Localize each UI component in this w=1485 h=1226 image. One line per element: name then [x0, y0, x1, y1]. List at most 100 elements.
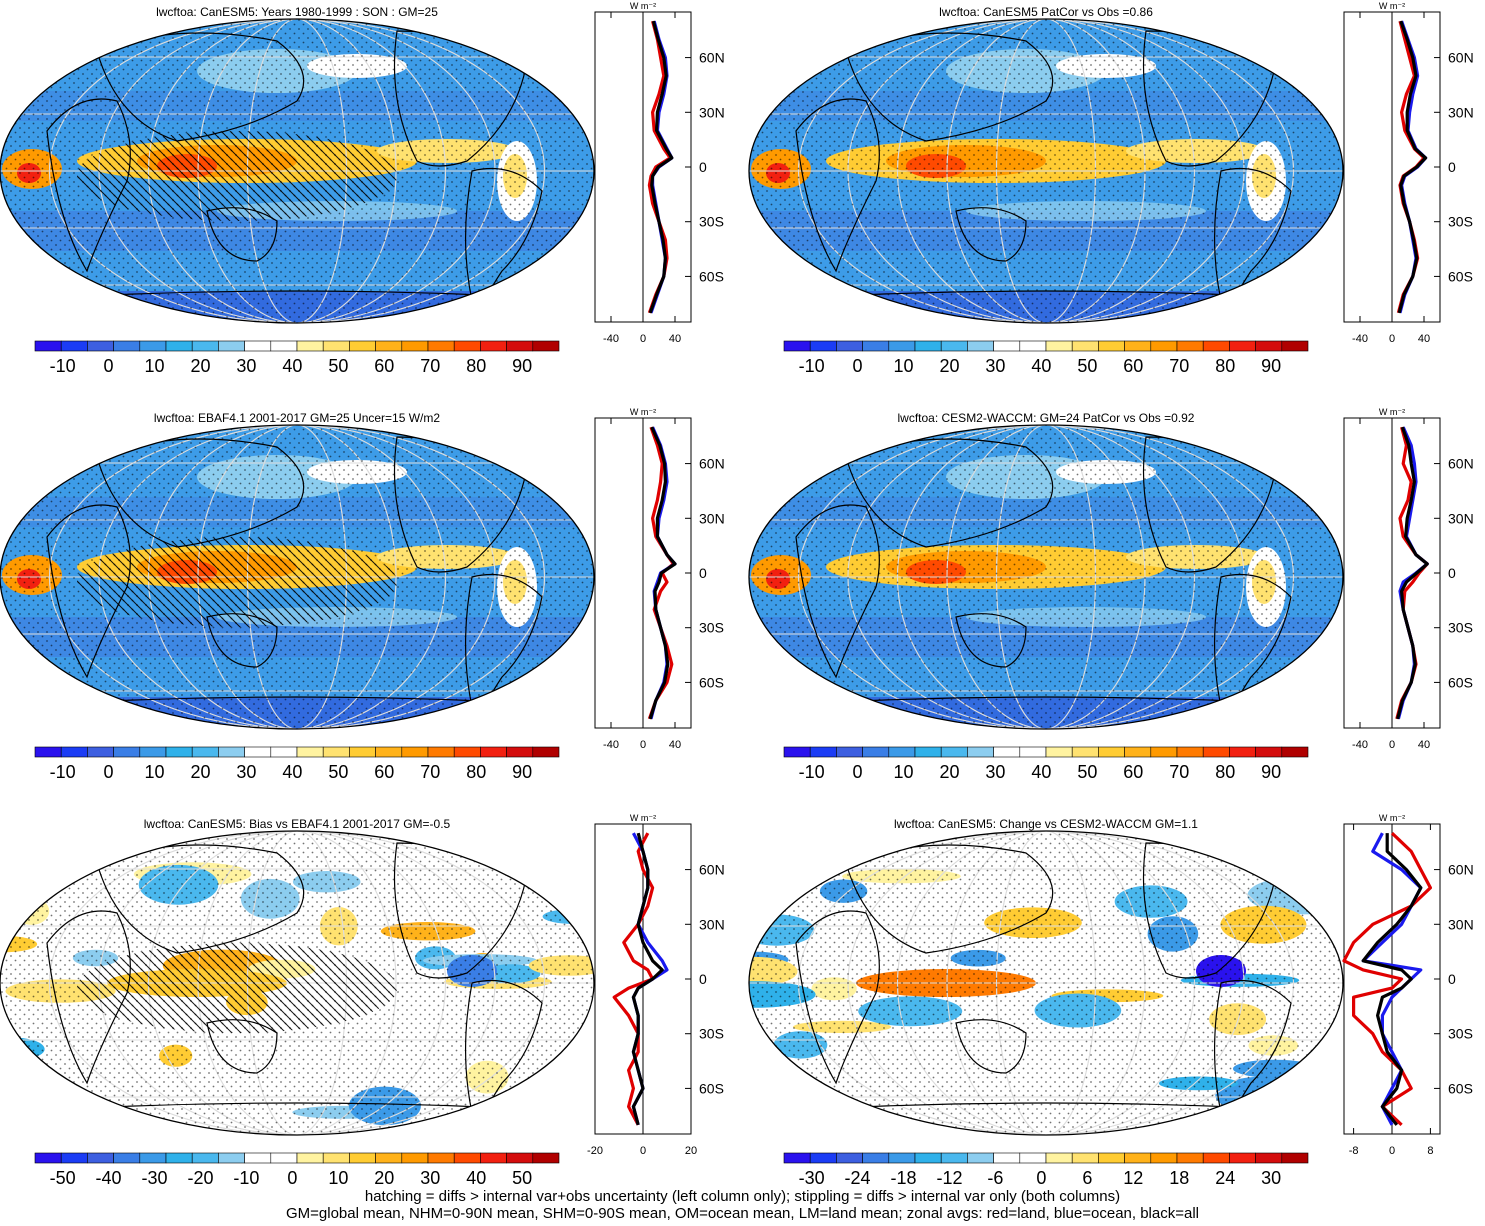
colorbar-swatch — [1019, 746, 1047, 758]
colorbar-swatch — [783, 340, 811, 352]
colorbar-tick-label: -10 — [799, 356, 825, 376]
colorbar-tick-label: 40 — [282, 356, 302, 376]
zonal-x-tick-label: 40 — [669, 333, 681, 345]
colorbar-tick-label: -50 — [50, 1168, 76, 1188]
map-panel-1: lwcftoa: CanESM5: Years 1980-1999 : SON … — [0, 5, 595, 324]
colorbar-tick-label: -30 — [141, 1168, 167, 1188]
colorbar-swatch — [60, 340, 88, 352]
colorbar-tick-label: 50 — [328, 762, 348, 782]
colorbar-swatch — [1202, 340, 1230, 352]
colorbar-swatch — [967, 746, 994, 758]
zonal-x-tick-label: -40 — [603, 333, 619, 345]
zonal-y-tick-label: 0 — [699, 565, 707, 581]
zonal-series-all — [631, 832, 664, 1126]
colorbar-swatch — [1281, 340, 1309, 352]
colorbar-tick-label: 10 — [893, 356, 913, 376]
colorbar-swatch — [191, 1152, 219, 1164]
map-border — [0, 830, 595, 1136]
colorbar-tick-label: -6 — [987, 1168, 1003, 1188]
colorbar-swatch — [506, 340, 534, 352]
colorbar-swatch — [453, 746, 481, 758]
colorbar-tick-label: 70 — [420, 356, 440, 376]
zonal-series-all — [648, 20, 674, 314]
colorbar-swatch — [888, 746, 916, 758]
colorbar-2: -10 0 10 20 30 40 50 60 70 80 90 — [783, 340, 1309, 376]
coastline-australia — [206, 207, 278, 262]
coastline-eurasia — [845, 32, 1054, 142]
colorbar-tick-label: 60 — [374, 762, 394, 782]
colorbar-swatch — [322, 746, 350, 758]
zonal-y-tick-label: 30S — [699, 620, 724, 636]
colorbar-swatch — [1124, 1152, 1152, 1164]
colorbar-swatch — [218, 746, 245, 758]
colorbar-tick-label: 30 — [236, 762, 256, 782]
map-anomaly-blob — [749, 1078, 820, 1117]
zonal-x-axis-label: W m⁻² — [1379, 813, 1405, 823]
zonal-y-tick-label: 0 — [699, 159, 707, 175]
coastline-south-america — [1214, 573, 1292, 729]
colorbar-swatch — [87, 1152, 114, 1164]
colorbar-swatch — [1202, 746, 1230, 758]
coastline-eurasia — [845, 438, 1054, 548]
colorbar-swatch — [1281, 1152, 1309, 1164]
colorbar-swatch — [401, 1152, 429, 1164]
coastline-africa — [795, 504, 880, 679]
zonal-y-tick-label: 60N — [1448, 50, 1474, 66]
coastline-australia — [955, 207, 1027, 262]
colorbar-swatch — [1150, 1152, 1178, 1164]
zonal-y-tick-label: 30N — [1448, 916, 1474, 932]
colorbar-swatch — [1045, 746, 1073, 758]
colorbar-3: -10 0 10 20 30 40 50 60 70 80 90 — [34, 746, 560, 782]
colorbar-swatch — [375, 746, 403, 758]
zonal-y-tick-label: 0 — [1448, 159, 1456, 175]
colorbar-tick-label: 10 — [328, 1168, 348, 1188]
colorbar-swatch — [244, 340, 272, 352]
colorbar-swatch — [270, 1152, 298, 1164]
colorbar-tick-label: -10 — [50, 762, 76, 782]
coastline-australia — [206, 613, 278, 668]
colorbar-swatch — [1019, 1152, 1047, 1164]
colorbar-swatch — [270, 340, 298, 352]
coastline-africa — [795, 910, 880, 1085]
colorbar-swatch — [993, 1152, 1021, 1164]
zonal-y-tick-label: 30S — [699, 1026, 724, 1042]
zonal-panel-6: -8 0 8 60N 30N 0 30S 60S W m⁻² — [1342, 813, 1474, 1157]
coastline-australia — [955, 613, 1027, 668]
colorbar-swatch — [218, 340, 245, 352]
coastline-south-america — [465, 979, 543, 1135]
map-border — [0, 18, 595, 324]
colorbar-swatch — [453, 340, 481, 352]
colorbar-swatch — [783, 746, 811, 758]
coastline-eurasia — [96, 438, 305, 548]
colorbar-swatch — [1071, 340, 1099, 352]
colorbar-tick-label: 0 — [103, 762, 113, 782]
colorbar-swatch — [1176, 746, 1204, 758]
colorbar-swatch — [480, 1152, 507, 1164]
map-title: lwcftoa: CanESM5: Bias vs EBAF4.1 2001-2… — [144, 817, 451, 831]
map-title: lwcftoa: EBAF4.1 2001-2017 GM=25 Uncer=1… — [154, 411, 440, 425]
zonal-y-tick-label: 60N — [699, 50, 725, 66]
colorbar-swatch — [993, 746, 1021, 758]
coastline-africa — [46, 910, 131, 1085]
coastline-south-america — [1214, 979, 1292, 1135]
colorbar-swatch — [809, 1152, 837, 1164]
colorbar-tick-label: 0 — [287, 1168, 297, 1188]
colorbar-swatch — [401, 340, 429, 352]
colorbar-swatch — [940, 746, 968, 758]
map-panel-6: lwcftoa: CanESM5: Change vs CESM2-WACCM … — [748, 817, 1344, 1136]
colorbar-tick-label: 20 — [190, 356, 210, 376]
colorbar-swatch — [296, 746, 324, 758]
footer-line-1: hatching = diffs > internal var+obs unce… — [364, 1188, 1121, 1205]
colorbar-swatch — [139, 746, 167, 758]
colorbar-swatch — [1098, 340, 1125, 352]
colorbar-tick-label: 80 — [1215, 762, 1235, 782]
map-title: lwcftoa: CanESM5: Years 1980-1999 : SON … — [156, 5, 438, 19]
zonal-y-tick-label: 30S — [1448, 1026, 1473, 1042]
colorbar-1: -10 0 10 20 30 40 50 60 70 80 90 — [34, 340, 560, 376]
colorbar-tick-label: 60 — [1123, 762, 1143, 782]
zonal-panel-1: -40 0 40 60N 30N 0 30S 60S W m⁻² — [594, 1, 725, 345]
colorbar-swatch — [480, 746, 507, 758]
colorbar-swatch — [139, 1152, 167, 1164]
zonal-x-tick-label: 0 — [1389, 1145, 1395, 1157]
